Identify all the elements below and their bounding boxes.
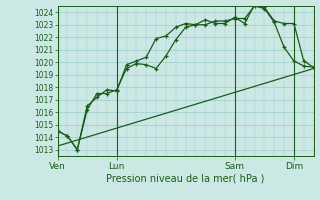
X-axis label: Pression niveau de la mer( hPa ): Pression niveau de la mer( hPa ) [107, 173, 265, 183]
